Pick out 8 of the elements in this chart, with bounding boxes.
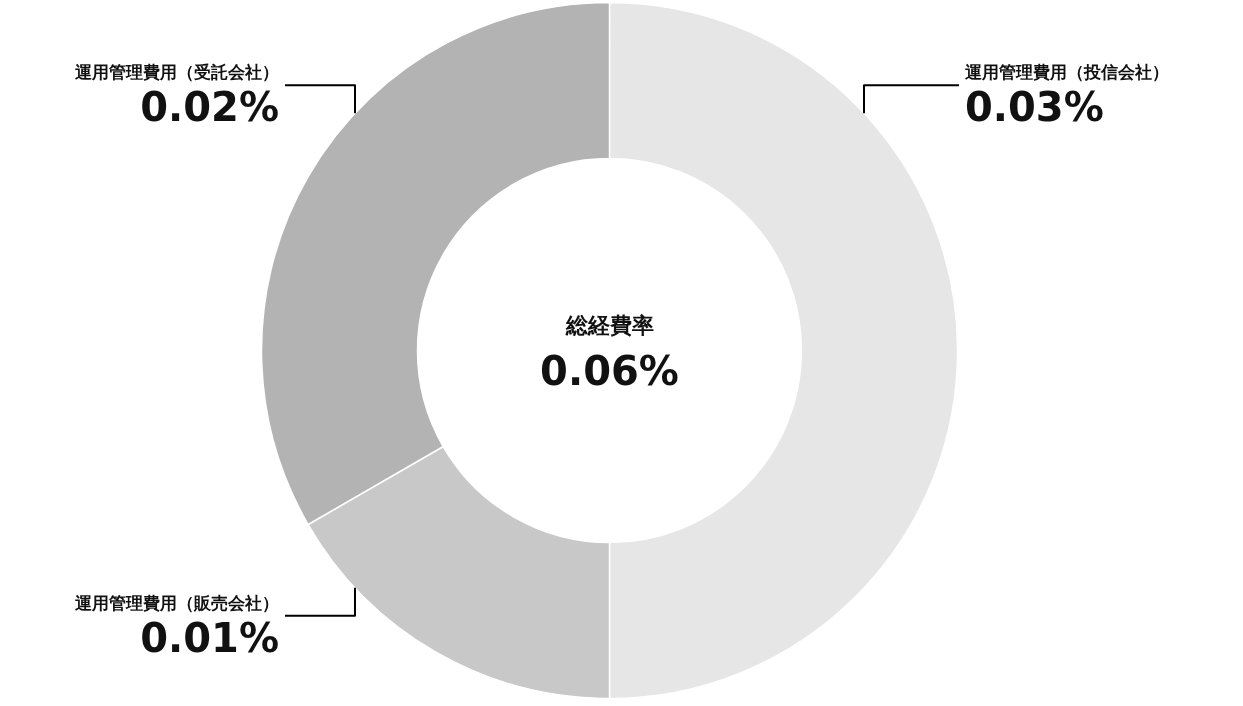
text: 総経費率 [564, 313, 654, 338]
data-label: 0.01% [140, 614, 279, 661]
slice-label: 運用管理費用（受託会社） [73, 62, 279, 83]
data-label: 0.02% [140, 84, 279, 131]
slice-label: 運用管理費用（投信会社） [964, 62, 1170, 83]
slice-label: 運用管理費用（販売会社） [73, 592, 279, 613]
data-label: 0.03% [965, 84, 1104, 131]
text: 0.06% [540, 347, 679, 394]
